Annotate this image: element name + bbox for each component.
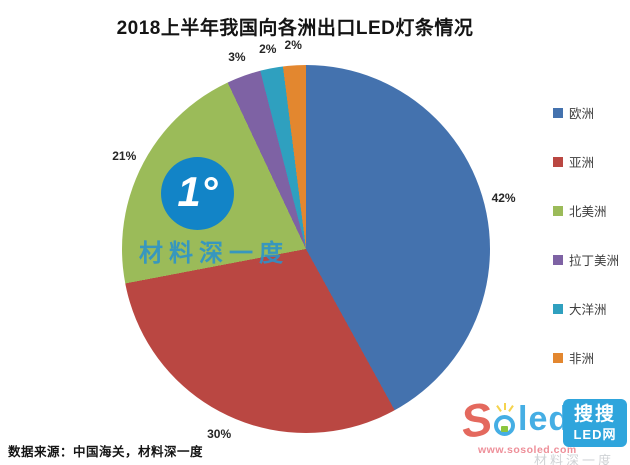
- legend-item-oceania: 大洋洲: [553, 299, 619, 318]
- led-bulb-icon: [494, 415, 515, 436]
- legend-swatch-oceania: [553, 303, 563, 314]
- legend-item-europe: 欧洲: [553, 103, 619, 122]
- watermark-logo-icon: 1°: [161, 157, 234, 230]
- legend-label: 非洲: [569, 352, 595, 366]
- legend-label: 拉丁美洲: [569, 254, 620, 268]
- legend-swatch-asia: [553, 156, 563, 167]
- pie-percent-label: 42%: [491, 191, 516, 206]
- legend-swatch-latin-america: [553, 254, 563, 265]
- bulb-rays-icon: [496, 403, 514, 413]
- soled-logo-badge: 搜搜 LED网: [563, 399, 627, 447]
- legend-item-latin-america: 拉丁美洲: [553, 250, 619, 269]
- legend-item-asia: 亚洲: [553, 152, 619, 171]
- pie-percent-label: 2%: [284, 38, 302, 53]
- legend-item-africa: 非洲: [553, 348, 619, 367]
- soled-logo-letter-s: S: [457, 392, 496, 448]
- soled-logo: S led 搜搜 LED网 www.sosoled.com: [458, 392, 629, 462]
- pie-percent-label: 21%: [112, 149, 137, 164]
- legend-label: 亚洲: [569, 156, 595, 170]
- watermark-brand-text: 材料深一度: [139, 240, 289, 267]
- legend-swatch-africa: [553, 352, 563, 363]
- soled-badge-line2: LED网: [573, 427, 617, 442]
- pie-chart: [122, 65, 490, 433]
- pie-percent-label: 3%: [228, 50, 246, 65]
- pie-percent-label: 30%: [207, 426, 232, 441]
- clipped-watermark-fragment: 材料深一度: [534, 453, 615, 465]
- soled-logo-url: www.sosoled.com: [478, 444, 577, 456]
- chart-legend: 欧洲 亚洲 北美洲 拉丁美洲 大洋洲 非洲: [553, 103, 619, 367]
- pie-percent-label: 2%: [259, 41, 277, 56]
- legend-label: 北美洲: [569, 205, 607, 219]
- legend-swatch-north-america: [553, 205, 563, 216]
- soled-logo-letters-led: led: [518, 400, 571, 438]
- legend-label: 欧洲: [569, 107, 595, 121]
- legend-swatch-europe: [553, 107, 563, 118]
- legend-label: 大洋洲: [569, 303, 607, 317]
- legend-item-north-america: 北美洲: [553, 201, 619, 220]
- data-source-caption: 数据来源：中国海关，材料深一度: [8, 445, 204, 459]
- soled-badge-line1: 搜搜: [573, 404, 616, 425]
- chart-title: 2018上半年我国向各洲出口LED灯条情况: [116, 18, 474, 39]
